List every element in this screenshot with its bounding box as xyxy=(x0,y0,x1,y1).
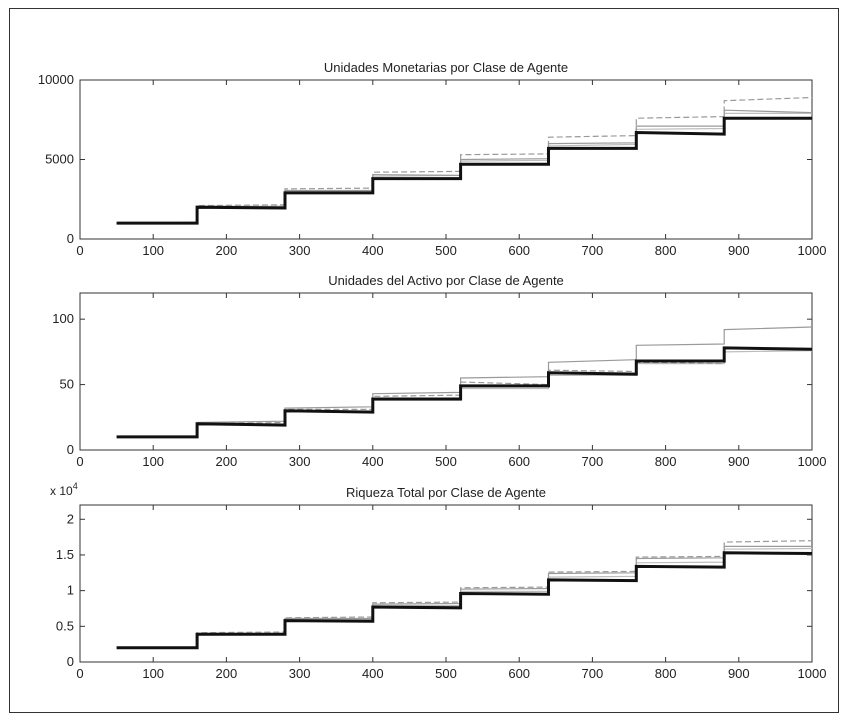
chart-title: Unidades Monetarias por Clase de Agente xyxy=(324,60,568,75)
x-tick-label: 100 xyxy=(142,454,164,469)
x-tick-label: 400 xyxy=(362,243,384,258)
chart-2: Unidades del Activo por Clase de Agente 0… xyxy=(52,273,826,469)
x-tick-label: 200 xyxy=(216,666,238,681)
x-tick-label: 300 xyxy=(289,666,311,681)
x-tick-label: 800 xyxy=(655,454,677,469)
plot-area xyxy=(79,292,813,451)
x-tick-label: 100 xyxy=(142,666,164,681)
plot-area xyxy=(79,504,813,663)
series-line-3 xyxy=(116,540,813,649)
x-tick-label: 1000 xyxy=(798,666,827,681)
x-tick-label: 1000 xyxy=(798,454,827,469)
chart-1: Unidades Monetarias por Clase de Agente 0… xyxy=(38,60,827,258)
y-tick-label: 1 xyxy=(67,583,74,598)
x-tick-label: 900 xyxy=(728,243,750,258)
x-tick-label: 600 xyxy=(508,243,530,258)
x-tick-label: 700 xyxy=(582,666,604,681)
x-tick-label: 300 xyxy=(289,454,311,469)
x-tick-label: 1000 xyxy=(798,243,827,258)
x-tick-label: 700 xyxy=(582,454,604,469)
x-tick-label: 600 xyxy=(508,666,530,681)
y-tick-label: 100 xyxy=(52,311,74,326)
series-line-1 xyxy=(116,551,813,650)
y-tick-label: 0 xyxy=(67,654,74,669)
x-tick-label: 0 xyxy=(76,243,83,258)
y-tick-label: 0.5 xyxy=(56,618,74,633)
chart-title: Unidades del Activo por Clase de Agente xyxy=(328,273,564,288)
x-tick-label: 100 xyxy=(142,243,164,258)
x-tick-label: 200 xyxy=(216,454,238,469)
y-tick-label: 50 xyxy=(60,377,74,392)
plot-area xyxy=(79,79,813,240)
x-tick-label: 0 xyxy=(76,666,83,681)
x-tick-label: 500 xyxy=(435,666,457,681)
x-tick-label: 500 xyxy=(435,454,457,469)
x-tick-label: 500 xyxy=(435,243,457,258)
x-tick-label: 300 xyxy=(289,243,311,258)
y-tick-label: 5000 xyxy=(45,152,74,167)
x-tick-label: 700 xyxy=(582,243,604,258)
x-tick-label: 900 xyxy=(728,454,750,469)
x-tick-label: 800 xyxy=(655,243,677,258)
x-tick-label: 200 xyxy=(216,243,238,258)
chart-title: Riqueza Total por Clase de Agente xyxy=(346,485,546,500)
y-tick-label: 0 xyxy=(67,442,74,457)
y-tick-label: 0 xyxy=(67,231,74,246)
y-tick-label: 10000 xyxy=(38,72,74,87)
x-tick-label: 900 xyxy=(728,666,750,681)
x-tick-label: 800 xyxy=(655,666,677,681)
y-tick-label: 1.5 xyxy=(56,547,74,562)
y-multiplier: x 104 xyxy=(50,481,78,498)
series-line-1 xyxy=(116,346,813,439)
x-tick-label: 400 xyxy=(362,666,384,681)
y-tick-label: 2 xyxy=(67,511,74,526)
x-tick-label: 600 xyxy=(508,454,530,469)
x-tick-label: 0 xyxy=(76,454,83,469)
x-tick-label: 400 xyxy=(362,454,384,469)
series-line-1 xyxy=(116,116,812,225)
